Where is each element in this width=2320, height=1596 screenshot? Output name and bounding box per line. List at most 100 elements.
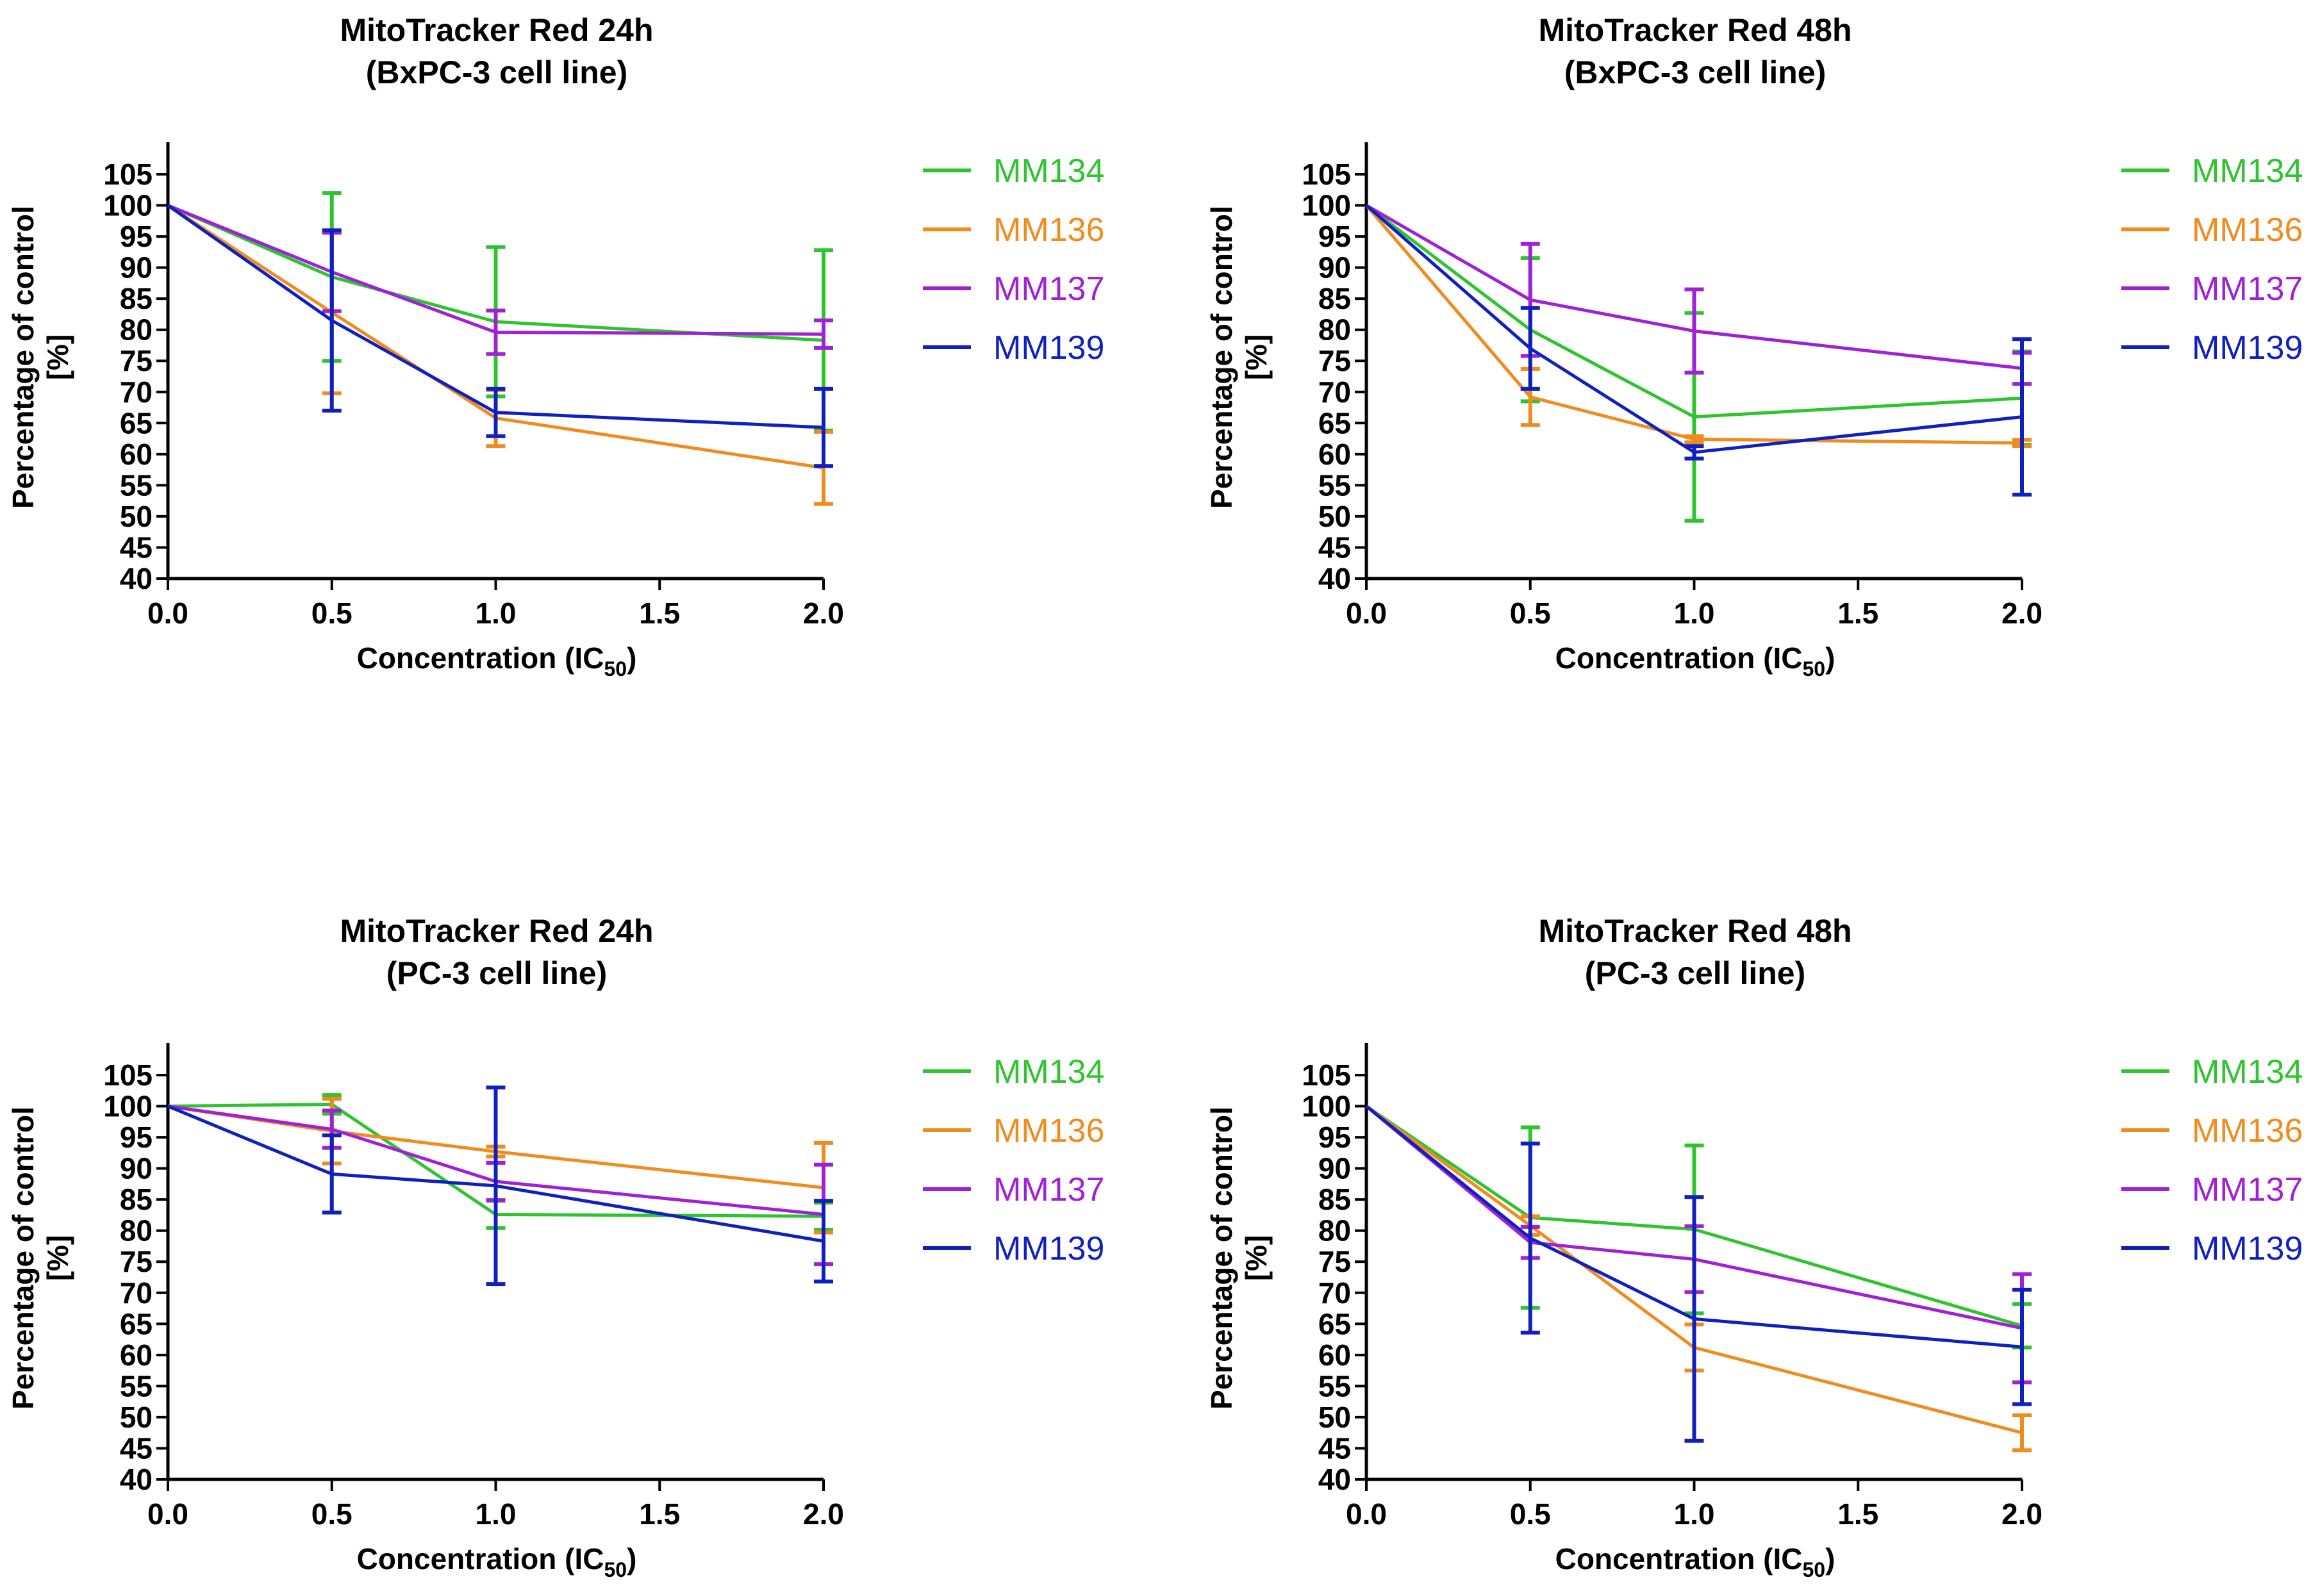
chart-title-line-1: MitoTracker Red 24h	[340, 12, 653, 48]
x-tick-label: 0.0	[1346, 596, 1387, 630]
chart-title-line-2: (PC-3 cell line)	[386, 955, 608, 991]
x-tick-label: 2.0	[803, 1497, 844, 1531]
series-line-mm139	[167, 204, 824, 429]
y-tick-label: 40	[1318, 1463, 1351, 1496]
y-tick-label: 85	[120, 1183, 153, 1216]
y-axis-label-line-1: Percentage of control	[6, 206, 40, 509]
y-tick-label: 45	[120, 1431, 153, 1465]
y-tick-label: 40	[120, 562, 153, 595]
chart-panel-1: MitoTracker Red 24h (BxPC-3 cell line) 404…	[6, 12, 1104, 680]
y-tick-label: 70	[120, 375, 153, 409]
legend-label-mm136: MM136	[993, 1112, 1104, 1149]
chart-title-line-1: MitoTracker Red 48h	[1538, 12, 1852, 48]
legend-label-mm139: MM139	[2192, 1230, 2303, 1267]
y-tick-label: 65	[120, 406, 153, 440]
x-axis-label: Concentration (IC50)	[357, 1542, 637, 1581]
y-tick-label: 55	[1318, 1369, 1351, 1403]
y-axis-label-line-2: [%]	[41, 1235, 74, 1281]
series-line-mm134	[1365, 1105, 2023, 1328]
y-tick-label: 75	[1318, 344, 1351, 377]
y-tick-label: 80	[120, 313, 153, 347]
y-tick-label: 70	[1318, 375, 1351, 409]
legend-label-mm137: MM137	[993, 270, 1104, 308]
series-line-mm137	[167, 204, 824, 336]
x-tick-label: 1.0	[1674, 596, 1715, 630]
y-tick-label: 100	[103, 189, 153, 222]
legend-label-mm136: MM136	[2192, 211, 2303, 249]
y-tick-label: 105	[1302, 158, 1351, 191]
y-tick-label: 65	[120, 1307, 153, 1340]
legend-label-mm136: MM136	[993, 211, 1104, 249]
series-line-mm137	[1365, 1105, 2023, 1330]
series-line-mm134	[167, 1103, 824, 1218]
y-tick-label: 80	[120, 1214, 153, 1247]
chart-title-line-1: MitoTracker Red 48h	[1538, 913, 1852, 949]
x-axis-label: Concentration (IC50)	[357, 641, 637, 680]
x-tick-label: 1.0	[476, 596, 517, 630]
y-tick-label: 95	[120, 1121, 153, 1154]
series-line-mm136	[1365, 204, 2023, 445]
x-tick-label: 2.0	[2001, 1497, 2042, 1531]
series-line-mm139	[1365, 204, 2023, 454]
x-tick-label: 0.0	[147, 1497, 188, 1531]
x-tick-label: 0.5	[1510, 1497, 1551, 1531]
chart-title-line-1: MitoTracker Red 24h	[340, 913, 653, 949]
legend-label-mm137: MM137	[2192, 1171, 2303, 1208]
y-tick-label: 95	[1318, 1121, 1351, 1154]
y-tick-label: 80	[1318, 1214, 1351, 1247]
x-tick-label: 1.5	[1837, 596, 1878, 630]
y-tick-label: 60	[120, 438, 153, 471]
legend-label-mm139: MM139	[993, 329, 1104, 366]
y-tick-label: 55	[1318, 468, 1351, 502]
y-tick-label: 45	[1318, 531, 1351, 564]
y-tick-label: 50	[120, 1401, 153, 1434]
y-tick-label: 95	[1318, 220, 1351, 253]
chart-title-line-2: (PC-3 cell line)	[1585, 955, 1806, 991]
chart-title-line-2: (BxPC-3 cell line)	[1564, 54, 1826, 90]
y-tick-label: 50	[1318, 1401, 1351, 1434]
y-tick-label: 70	[1318, 1276, 1351, 1310]
y-axis-label-line-2: [%]	[1239, 1235, 1273, 1281]
y-tick-label: 100	[103, 1090, 153, 1123]
y-tick-label: 90	[1318, 1152, 1351, 1185]
y-tick-label: 50	[1318, 500, 1351, 533]
series-line-mm139	[1365, 1105, 2023, 1349]
y-tick-label: 45	[120, 531, 153, 564]
legend-label-mm137: MM137	[2192, 270, 2303, 308]
x-tick-label: 2.0	[803, 596, 844, 630]
x-tick-label: 2.0	[2001, 596, 2042, 630]
legend-label-mm134: MM134	[2192, 1053, 2303, 1090]
x-tick-label: 1.5	[639, 1497, 680, 1531]
y-axis-label-line-1: Percentage of control	[1205, 206, 1238, 509]
chart-title-line-2: (BxPC-3 cell line)	[366, 54, 627, 90]
y-tick-label: 90	[120, 251, 153, 284]
legend-label-mm139: MM139	[2192, 329, 2303, 366]
x-tick-label: 0.0	[1346, 1497, 1387, 1531]
series-line-mm136	[1365, 1105, 2023, 1435]
x-tick-label: 1.0	[1674, 1497, 1715, 1531]
legend-label-mm134: MM134	[2192, 152, 2303, 190]
y-tick-label: 40	[120, 1463, 153, 1496]
y-tick-label: 75	[120, 344, 153, 377]
legend-label-mm137: MM137	[993, 1171, 1104, 1208]
chart-panel-3: MitoTracker Red 24h(PC-3 cell line)40455…	[6, 913, 1104, 1581]
y-tick-label: 105	[103, 1058, 153, 1092]
x-tick-label: 0.5	[1510, 596, 1551, 630]
y-tick-label: 55	[120, 1369, 153, 1403]
y-tick-label: 55	[120, 468, 153, 502]
y-tick-label: 50	[120, 500, 153, 533]
y-axis-label-line-2: [%]	[1239, 334, 1273, 381]
y-tick-label: 65	[1318, 406, 1351, 440]
y-tick-label: 75	[1318, 1245, 1351, 1278]
chart-panel-2: MitoTracker Red 48h (BxPC-3 cell line) 404…	[1205, 12, 2303, 680]
x-tick-label: 1.0	[476, 1497, 517, 1531]
series-line-mm137	[1365, 204, 2023, 370]
y-tick-label: 60	[1318, 1338, 1351, 1372]
y-tick-label: 80	[1318, 313, 1351, 347]
x-tick-label: 0.5	[311, 1497, 352, 1531]
series-line-mm134	[167, 204, 824, 342]
y-tick-label: 90	[120, 1152, 153, 1185]
x-tick-label: 1.5	[1837, 1497, 1878, 1531]
y-tick-label: 70	[120, 1276, 153, 1310]
